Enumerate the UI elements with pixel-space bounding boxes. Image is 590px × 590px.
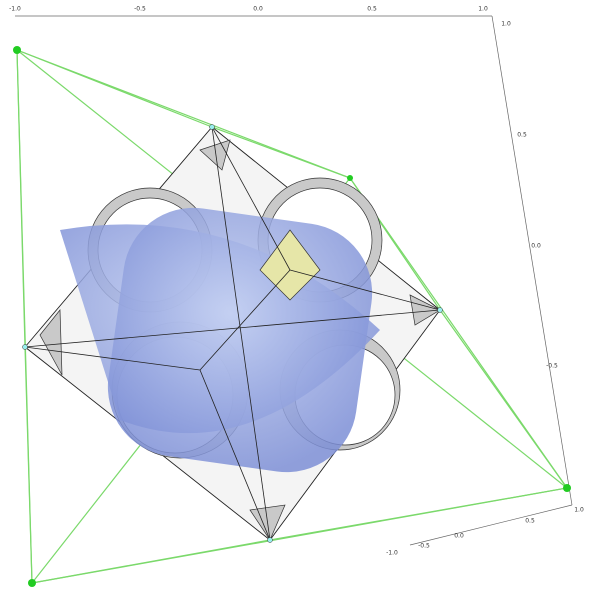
- tick-labels: -1.0 -0.5 0.0 0.5 1.0 1.0 0.5 0.0 -0.5 -…: [9, 6, 584, 557]
- tick-label: 0.0: [454, 533, 464, 540]
- green-point: [13, 46, 21, 54]
- tick-label: 0.5: [367, 6, 377, 13]
- vertices: [13, 46, 571, 587]
- tick-label: -1.0: [386, 550, 398, 557]
- edge: [211, 126, 271, 541]
- fin: [409, 294, 441, 326]
- tick-label: 1.0: [501, 21, 511, 28]
- green-point: [28, 579, 36, 587]
- vertex: [437, 307, 443, 313]
- tick-label: 1.0: [574, 507, 584, 514]
- green-point: [347, 175, 353, 181]
- tick-label: -0.5: [418, 543, 430, 550]
- tick-label: 0.0: [531, 243, 541, 250]
- octahedron: [24, 126, 441, 541]
- tick-label: -0.5: [546, 363, 558, 370]
- axis-line: [491, 15, 573, 506]
- fin: [39, 309, 63, 376]
- fin: [199, 139, 231, 171]
- edge: [24, 346, 201, 371]
- bounding-box: [15, 15, 573, 546]
- tick-label: -0.5: [134, 6, 146, 13]
- edge: [199, 369, 271, 541]
- vertex: [267, 537, 273, 543]
- tick-label: 1.0: [478, 6, 488, 13]
- blue-surface: [107, 207, 373, 473]
- edge: [24, 309, 441, 348]
- top-face: [259, 229, 321, 301]
- edge: [211, 126, 291, 271]
- vertex: [22, 344, 28, 350]
- tick-label: 0.5: [525, 518, 535, 525]
- edge: [199, 269, 291, 371]
- green-point: [563, 484, 571, 492]
- axis-line: [409, 504, 573, 546]
- tick-label: 0.5: [517, 132, 527, 139]
- tick-label: -1.0: [9, 6, 21, 13]
- edge: [289, 269, 441, 311]
- tick-label: 0.0: [253, 6, 263, 13]
- vertex: [209, 124, 215, 130]
